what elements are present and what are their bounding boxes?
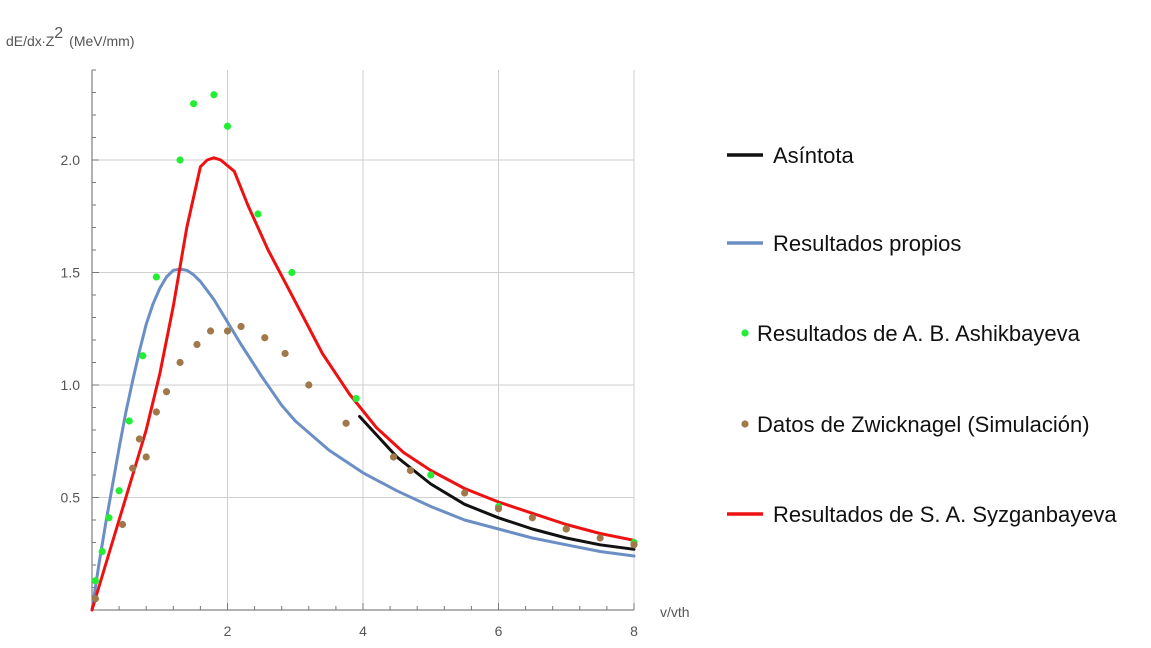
x-tick-label: 4	[359, 623, 367, 639]
series-3-point	[223, 327, 232, 335]
series-2-point	[91, 577, 99, 585]
legend-label: Resultados de S. A. Syzganbayeva	[773, 502, 1117, 527]
series-3-point	[162, 388, 171, 396]
series-3-point	[118, 520, 127, 529]
y-axis-title: dE/dx∙Z2 (MeV/mm)	[6, 25, 134, 49]
x-tick-label: 8	[630, 623, 638, 639]
series-3-point	[461, 489, 469, 497]
series-2-point	[139, 352, 147, 360]
grid-lines	[92, 70, 635, 610]
series-2-point	[352, 394, 360, 403]
series-3-point	[193, 340, 201, 349]
series-3-point	[562, 525, 570, 533]
series-2-point	[427, 471, 435, 479]
series-4-line	[90, 156, 636, 612]
y-tick-label: 1.0	[61, 377, 81, 393]
legend-item-0: Asíntota	[727, 143, 854, 168]
series-3-point	[237, 322, 245, 331]
series-3-point	[176, 358, 184, 367]
series-3-point	[281, 349, 289, 358]
legend-item-3: Datos de Zwicknagel (Simulación)	[741, 412, 1090, 437]
legend-swatch-dot	[741, 329, 749, 337]
series-3-point	[406, 466, 415, 475]
series-3-point	[206, 327, 215, 335]
x-tick-label: 2	[224, 623, 232, 639]
series-3-point	[152, 408, 160, 416]
series-2-point	[176, 156, 184, 164]
y-tick-label: 1.5	[61, 265, 81, 281]
legend-label: Resultados propios	[773, 231, 961, 256]
series-3-point	[596, 534, 604, 542]
series-3-point	[91, 595, 99, 603]
series-3-point	[261, 334, 269, 342]
y-axis-title-unit: (MeV/mm)	[69, 33, 134, 49]
y-axis-title-base: dE/dx∙Z	[6, 33, 55, 49]
legend: Asíntota Resultados propios Resultados de …	[727, 143, 1117, 527]
y-tick-label: 0.5	[61, 490, 81, 506]
series-3-point	[129, 464, 137, 472]
legend-item-2: Resultados de A. B. Ashikbayeva	[741, 321, 1081, 346]
y-tick-label: 2.0	[61, 152, 81, 168]
tick-labels: 2 4 6 8 0.5 1.0 1.5 2.0	[61, 152, 639, 639]
legend-label: Resultados de A. B. Ashikbayeva	[757, 321, 1081, 346]
x-axis-title: v/vth	[660, 604, 690, 620]
series-2-point	[223, 122, 232, 130]
series-2-point	[190, 100, 198, 108]
minor-ticks	[91, 69, 635, 611]
series-3-point	[630, 541, 638, 549]
series-3-point	[528, 514, 536, 522]
series-3-point	[142, 453, 150, 461]
series-2-point	[98, 547, 106, 556]
series-3-point	[389, 453, 398, 461]
series-2-point	[152, 273, 160, 281]
series-2-point	[105, 514, 113, 522]
legend-swatch-dot	[741, 420, 749, 428]
legend-item-1: Resultados propios	[727, 231, 961, 256]
series-2-point	[210, 91, 218, 99]
series-1-line	[90, 267, 636, 612]
series-2-point	[125, 417, 133, 425]
legend-item-4: Resultados de S. A. Syzganbayeva	[727, 502, 1117, 527]
x-tick-label: 6	[495, 623, 503, 639]
legend-label: Datos de Zwicknagel (Simulación)	[757, 412, 1090, 437]
series-3-point	[135, 435, 144, 443]
series-3-point	[305, 381, 313, 389]
series-2-point	[288, 268, 296, 277]
series-2-point	[115, 487, 123, 495]
series-0-line	[358, 415, 636, 551]
series	[90, 91, 638, 612]
legend-label: Asíntota	[773, 143, 854, 168]
series-2-point	[254, 210, 262, 218]
series-3-point	[494, 505, 503, 513]
y-axis-title-exponent: 2	[54, 25, 63, 42]
series-3-point	[342, 419, 350, 427]
